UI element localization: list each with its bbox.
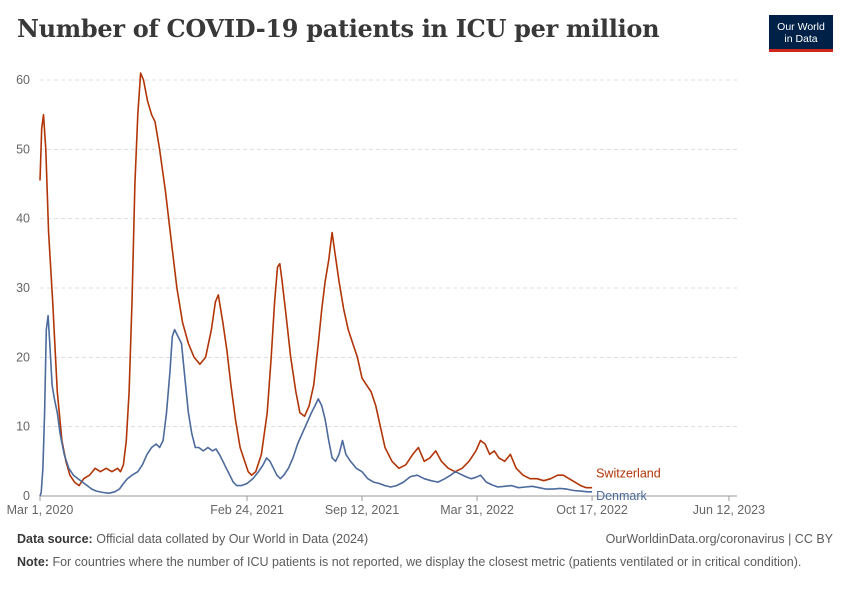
x-tick-label: Sep 12, 2021	[325, 503, 399, 517]
source-label: Data source:	[17, 532, 93, 546]
y-tick-label: 30	[16, 281, 30, 295]
y-tick-label: 10	[16, 420, 30, 434]
y-tick-label: 20	[16, 350, 30, 364]
x-tick-label: Oct 17, 2022	[556, 503, 628, 517]
grid-layer: 0 10 20 30 40 50 60	[16, 73, 737, 503]
note-row: Note: For countries where the number of …	[17, 554, 833, 570]
series-layer	[39, 72, 593, 497]
y-tick-label: 50	[16, 142, 30, 156]
x-tick-label: Mar 31, 2022	[440, 503, 514, 517]
icu-line-chart: 0 10 20 30 40 50 60 Mar 1, 2020 Feb 24, 2021 Sep…	[7, 72, 765, 517]
y-tick-label: 40	[16, 212, 30, 226]
owid-logo[interactable]: Our World in Data	[769, 15, 833, 52]
x-axis: Mar 1, 2020 Feb 24, 2021 Sep 12, 2021 Mar 3…	[7, 495, 765, 517]
denmark-line	[39, 314, 593, 497]
x-tick-label: Feb 24, 2021	[210, 503, 284, 517]
chart-title: Number of COVID-19 patients in ICU per m…	[17, 14, 660, 43]
y-tick-label: 0	[23, 489, 30, 503]
note-label: Note:	[17, 555, 49, 569]
denmark-label: Denmark	[596, 489, 647, 503]
owid-link[interactable]: OurWorldinData.org/coronavirus | CC BY	[605, 532, 833, 546]
source-text: Official data collated by Our World in D…	[96, 532, 369, 546]
note-text: For countries where the number of ICU pa…	[52, 555, 802, 569]
legend-labels: Switzerland Denmark	[596, 467, 661, 503]
switzerland-line	[39, 72, 593, 489]
data-source-row: Data source: Official data collated by O…	[17, 532, 833, 546]
x-tick-label: Jun 12, 2023	[693, 503, 765, 517]
logo-line-2: in Data	[784, 33, 818, 45]
y-tick-label: 60	[16, 73, 30, 87]
x-tick-label: Mar 1, 2020	[7, 503, 74, 517]
switzerland-label: Switzerland	[596, 467, 661, 481]
logo-line-1: Our World	[777, 21, 825, 33]
